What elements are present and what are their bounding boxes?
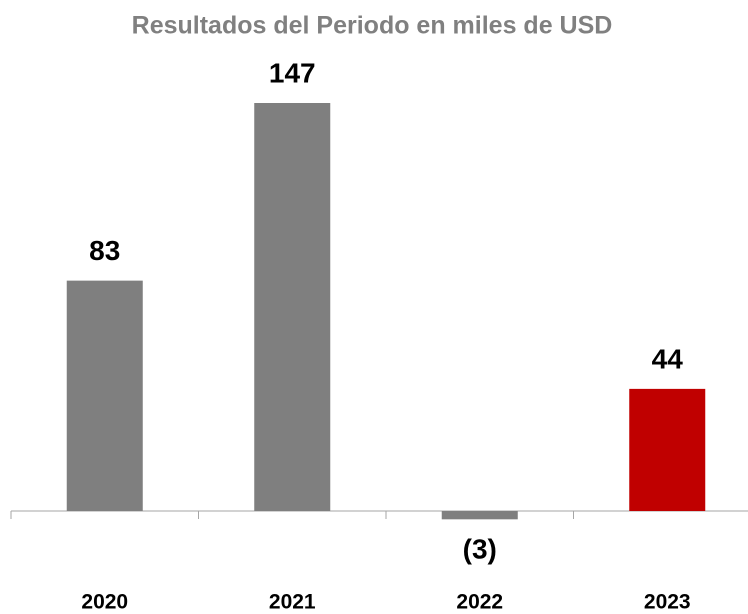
value-label: 44 [652, 343, 684, 374]
x-tick-label: 2021 [269, 591, 316, 614]
value-label: (3) [463, 534, 497, 565]
value-label: 83 [89, 235, 120, 266]
bar [66, 280, 143, 511]
x-tick-label: 2020 [81, 591, 128, 614]
bar [629, 388, 706, 511]
chart-title: Resultados del Periodo en miles de USD [132, 12, 613, 40]
x-tick-label: 2023 [644, 591, 691, 614]
bar [441, 511, 518, 520]
value-label: 147 [269, 57, 316, 88]
x-tick-label: 2022 [456, 591, 503, 614]
bar [254, 103, 331, 511]
